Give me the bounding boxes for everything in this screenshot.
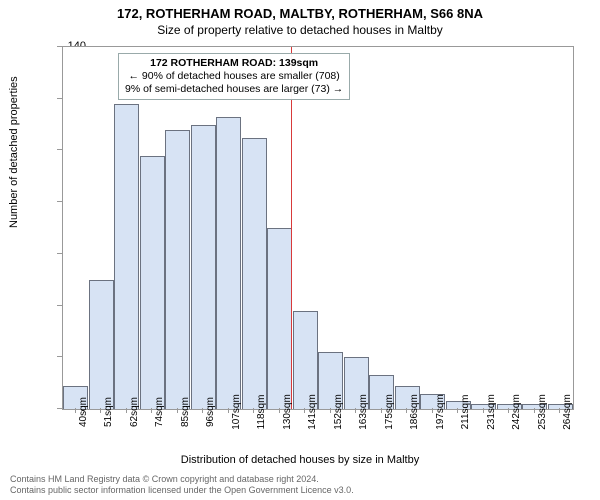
x-tick-label: 253sqm — [537, 394, 548, 430]
footer-line1: Contains HM Land Registry data © Crown c… — [10, 474, 319, 484]
x-tick-mark — [126, 408, 127, 413]
x-tick-label: 197sqm — [435, 394, 446, 430]
histogram-bar — [89, 280, 114, 409]
x-tick-mark — [508, 408, 509, 413]
x-tick-label: 242sqm — [511, 394, 522, 430]
x-tick-label: 107sqm — [231, 394, 242, 430]
x-tick-label: 186sqm — [409, 394, 420, 430]
x-tick-label: 51sqm — [103, 397, 114, 427]
x-tick-mark — [381, 408, 382, 413]
x-tick-mark — [559, 408, 560, 413]
reference-line — [291, 47, 292, 409]
x-tick-mark — [279, 408, 280, 413]
histogram-bar — [165, 130, 190, 409]
x-tick-label: 85sqm — [180, 397, 191, 427]
x-tick-label: 74sqm — [154, 397, 165, 427]
x-tick-label: 118sqm — [256, 395, 267, 430]
x-tick-label: 152sqm — [333, 394, 344, 430]
histogram-bar — [216, 117, 241, 409]
x-tick-mark — [253, 408, 254, 413]
histogram-bar — [191, 125, 216, 409]
chart-container: 172, ROTHERHAM ROAD, MALTBY, ROTHERHAM, … — [0, 0, 600, 500]
histogram-bar — [140, 156, 165, 409]
histogram-bar — [267, 228, 292, 409]
x-tick-label: 40sqm — [78, 397, 89, 427]
annotation-line2: ← 90% of detached houses are smaller (70… — [128, 70, 339, 82]
footer: Contains HM Land Registry data © Crown c… — [10, 474, 354, 496]
x-tick-label: 175sqm — [384, 394, 395, 430]
x-tick-mark — [457, 408, 458, 413]
x-tick-label: 62sqm — [129, 397, 140, 427]
x-tick-mark — [100, 408, 101, 413]
x-tick-label: 130sqm — [282, 394, 293, 430]
x-tick-label: 163sqm — [358, 394, 369, 430]
x-tick-mark — [304, 408, 305, 413]
x-tick-mark — [75, 408, 76, 413]
x-tick-label: 231sqm — [486, 394, 497, 430]
footer-line2: Contains public sector information licen… — [10, 485, 354, 495]
x-tick-mark — [151, 408, 152, 413]
x-tick-mark — [483, 408, 484, 413]
x-tick-label: 96sqm — [205, 397, 216, 427]
histogram-bar — [242, 138, 267, 410]
x-tick-mark — [534, 408, 535, 413]
x-axis-label: Distribution of detached houses by size … — [0, 454, 600, 466]
chart-title: 172, ROTHERHAM ROAD, MALTBY, ROTHERHAM, … — [0, 0, 600, 21]
x-tick-mark — [432, 408, 433, 413]
x-tick-mark — [228, 408, 229, 413]
x-tick-mark — [406, 408, 407, 413]
x-tick-label: 141sqm — [307, 394, 318, 430]
plot-area: 172 ROTHERHAM ROAD: 139sqm ← 90% of deta… — [62, 46, 574, 410]
annotation-box: 172 ROTHERHAM ROAD: 139sqm ← 90% of deta… — [118, 53, 350, 100]
chart-subtitle: Size of property relative to detached ho… — [0, 21, 600, 37]
y-axis-label: Number of detached properties — [8, 76, 20, 228]
x-tick-mark — [330, 408, 331, 413]
annotation-line1: 172 ROTHERHAM ROAD: 139sqm — [150, 57, 318, 69]
x-tick-mark — [355, 408, 356, 413]
x-tick-mark — [177, 408, 178, 413]
x-tick-label: 264sqm — [562, 394, 573, 430]
x-tick-mark — [202, 408, 203, 413]
annotation-line3: 9% of semi-detached houses are larger (7… — [125, 83, 343, 95]
x-tick-label: 211sqm — [460, 395, 471, 430]
histogram-bar — [114, 104, 139, 409]
